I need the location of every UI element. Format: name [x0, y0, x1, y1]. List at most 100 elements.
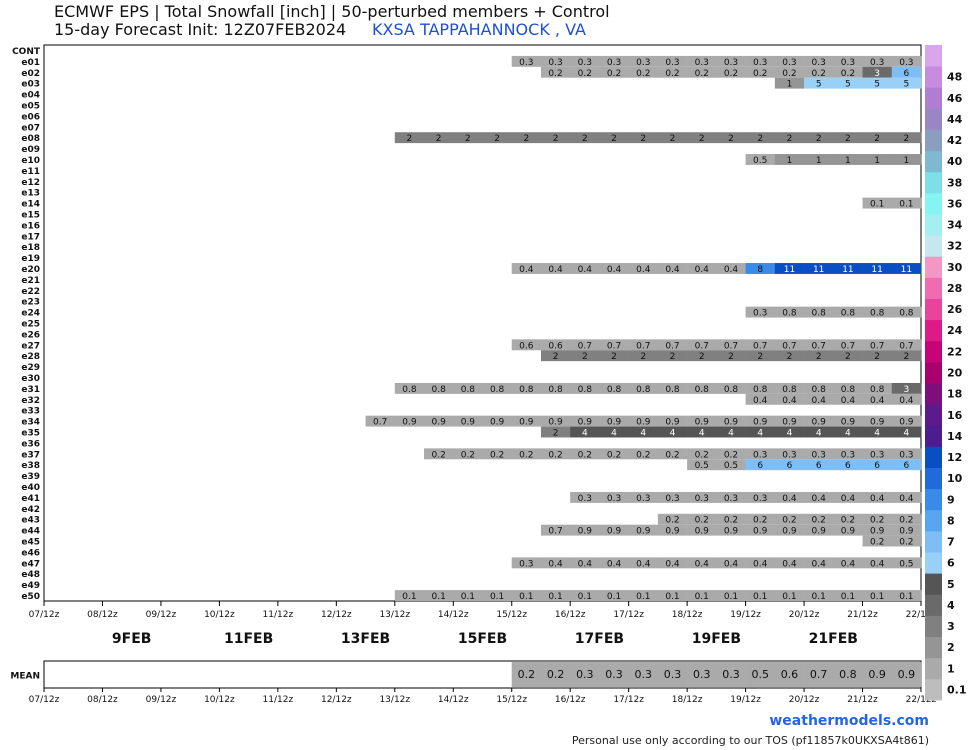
- member-e28-value: 2: [757, 352, 763, 362]
- member-e41-value: 0.3: [724, 494, 738, 504]
- member-e41-cell: [833, 491, 863, 503]
- mean-x-tick-label: 10/12z: [204, 695, 235, 705]
- member-e50-cell: [804, 590, 834, 601]
- colorbar: 0.11234567891012141618202224262830323436…: [925, 45, 967, 701]
- member-e45-value: 0.2: [899, 538, 913, 548]
- member-e27-cell: [599, 339, 629, 351]
- member-e41-cell: [628, 491, 659, 503]
- member-label: e42: [21, 505, 40, 515]
- date-label: 9FEB: [112, 631, 152, 647]
- member-e20-cell: [745, 263, 776, 274]
- member-e31-cell: [891, 382, 922, 394]
- member-e27-value: 0.6: [548, 341, 563, 351]
- member-e41-value: 0.3: [578, 494, 592, 504]
- member-label: e37: [21, 450, 40, 460]
- member-e01-cell: [891, 55, 922, 67]
- member-e24-value: 0.8: [782, 309, 797, 319]
- mean-x-tick-label: 13/12z: [379, 695, 410, 705]
- mean-cell: [599, 662, 629, 687]
- member-label: e18: [21, 243, 40, 253]
- mean-cell: [745, 662, 776, 687]
- colorbar-label: 44: [947, 113, 963, 126]
- member-e34-value: 0.9: [607, 418, 622, 428]
- member-e41-value: 0.3: [636, 494, 650, 504]
- member-e31-value: 0.8: [724, 385, 739, 395]
- member-e47-value: 0.4: [578, 559, 593, 569]
- member-e20-value: 8: [757, 265, 763, 275]
- member-e44-value: 0.9: [870, 527, 885, 537]
- member-e31-cell: [628, 382, 659, 394]
- member-e41-cell: [745, 491, 776, 503]
- member-e50-cell: [599, 590, 629, 601]
- colorbar-swatch: [925, 488, 942, 511]
- colorbar-swatch: [925, 383, 942, 405]
- member-e24-value: 0.3: [753, 309, 767, 319]
- mean-value: 0.2: [518, 668, 536, 681]
- member-e37-cell: [482, 448, 513, 460]
- member-e41-value: 0.3: [607, 494, 621, 504]
- member-e28-value: 2: [582, 352, 588, 362]
- member-e31-value: 0.8: [431, 385, 446, 395]
- member-e20-value: 11: [871, 265, 882, 275]
- member-e08-value: 2: [407, 134, 413, 144]
- member-e27-value: 0.7: [812, 341, 826, 351]
- member-label: e32: [21, 396, 40, 406]
- member-label: e22: [21, 287, 40, 297]
- member-e27-cell: [570, 339, 600, 351]
- member-e20-value: 0.4: [636, 265, 651, 275]
- member-e47-cell: [628, 557, 659, 569]
- member-e35-value: 4: [816, 429, 822, 439]
- member-e20-cell: [570, 263, 600, 274]
- member-e44-value: 0.9: [899, 527, 914, 537]
- member-e47-value: 0.4: [812, 559, 827, 569]
- member-label: e38: [21, 461, 40, 471]
- mean-panel: 0.2 0.2 0.3 0.3 0.3 0.3 0.3 0.3 0.5 0.6 0.7 0.8 0.9 0…: [10, 662, 922, 687]
- member-label: e16: [21, 221, 40, 231]
- member-e50-value: 0.1: [461, 592, 475, 602]
- member-label: e35: [21, 429, 40, 439]
- brand-link[interactable]: weathermodels.com: [769, 713, 929, 729]
- member-e44-value: 0.9: [636, 527, 651, 537]
- member-e45-cell: [891, 535, 922, 547]
- member-e20-cell: [657, 263, 688, 274]
- member-e43-cell: [833, 513, 863, 525]
- member-e02-value: 0.2: [636, 69, 650, 79]
- member-e37-value: 0.3: [899, 450, 913, 460]
- member-e35-cell: [862, 426, 893, 438]
- member-e38-value: 6: [874, 461, 880, 471]
- member-e20-value: 0.4: [519, 265, 534, 275]
- member-e50-cell: [570, 590, 600, 601]
- x-tick-label: 20/12z: [789, 610, 820, 620]
- member-e34-cell: [365, 415, 396, 427]
- member-e28-cell: [657, 350, 688, 362]
- member-e34-value: 0.9: [402, 418, 417, 428]
- colorbar-label: 32: [947, 240, 962, 253]
- member-e47-cell: [862, 557, 893, 569]
- member-e20-cell: [774, 263, 805, 274]
- member-e31-value: 0.8: [695, 385, 710, 395]
- member-e45-cell: [862, 535, 893, 547]
- member-e28-value: 2: [611, 352, 617, 362]
- member-e43-value: 0.2: [899, 516, 913, 526]
- member-e34-value: 0.9: [899, 418, 914, 428]
- member-label: e19: [21, 254, 40, 264]
- member-e01-cell: [833, 55, 863, 67]
- member-e02-cell: [804, 66, 834, 78]
- member-e08-cell: [511, 132, 542, 144]
- member-e37-cell: [716, 448, 746, 460]
- member-e24-cell: [862, 306, 893, 318]
- member-e44-cell: [774, 524, 805, 536]
- member-e03-value: 1: [787, 80, 793, 90]
- member-e08-value: 2: [699, 134, 705, 144]
- mean-cell: [862, 662, 893, 687]
- member-e38-value: 6: [787, 461, 793, 471]
- mean-value: 0.9: [868, 668, 886, 681]
- member-e35-cell: [804, 426, 834, 438]
- member-e32-cell: [745, 393, 776, 405]
- member-e43-cell: [657, 513, 688, 525]
- member-label: e02: [21, 69, 40, 79]
- member-e02-value: 0.2: [753, 69, 767, 79]
- member-e14-value: 0.1: [899, 200, 913, 210]
- member-label: e29: [21, 363, 40, 373]
- member-e43-value: 0.2: [841, 516, 855, 526]
